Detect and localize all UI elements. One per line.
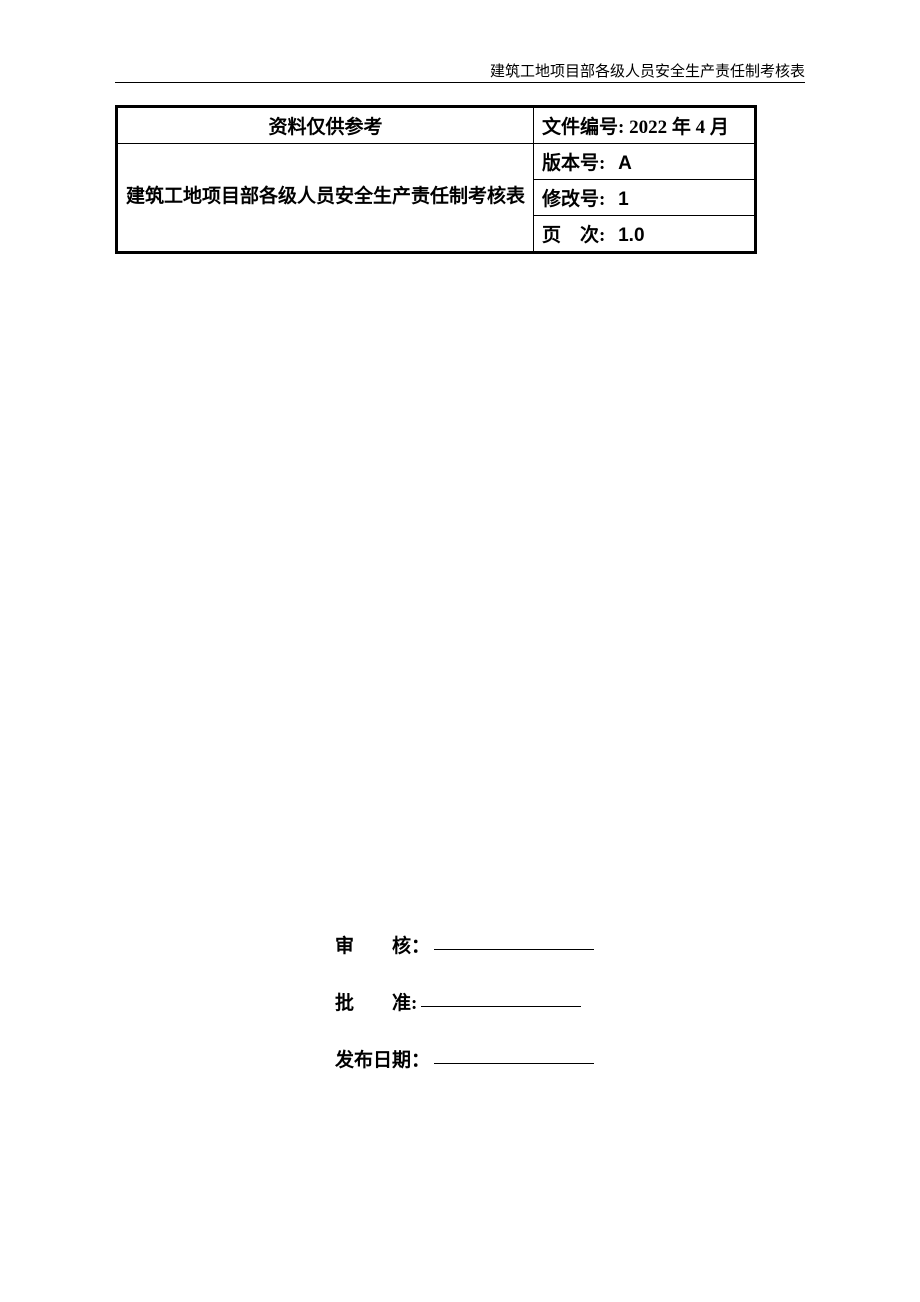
publish-date-label: 发布日期：: [335, 1034, 430, 1087]
page-header-title: 建筑工地项目部各级人员安全生产责任制考核表: [490, 60, 805, 81]
table-row: 资料仅供参考 文件编号: 2022 年 4 月: [117, 107, 756, 144]
revision-value: 1: [618, 189, 629, 211]
revision-cell: 修改号: 1: [534, 180, 756, 216]
version-cell: 版本号: A: [534, 144, 756, 180]
reference-note-cell: 资料仅供参考: [117, 107, 534, 144]
review-line: [434, 949, 594, 950]
revision-label: 修改号:: [542, 184, 605, 211]
review-label: 审 核：: [335, 920, 430, 973]
document-title-cell: 建筑工地项目部各级人员安全生产责任制考核表: [117, 144, 534, 253]
approve-label: 批 准:: [335, 977, 417, 1030]
approve-line: [421, 1006, 581, 1007]
table-row: 建筑工地项目部各级人员安全生产责任制考核表 版本号: A: [117, 144, 756, 180]
file-number-cell: 文件编号: 2022 年 4 月: [534, 107, 756, 144]
version-value: A: [618, 153, 632, 175]
approve-row: 批 准:: [335, 977, 594, 1030]
file-number-label: 文件编号:: [542, 112, 624, 139]
publish-date-line: [434, 1063, 594, 1064]
publish-date-row: 发布日期：: [335, 1034, 594, 1087]
signature-block: 审 核： 批 准: 发布日期：: [335, 920, 594, 1092]
page-seq-label: 页 次:: [542, 220, 605, 247]
page-seq-value: 1.0: [618, 225, 644, 247]
file-number-value: 2022 年 4 月: [629, 117, 729, 138]
page-seq-cell: 页 次: 1.0: [534, 216, 756, 253]
review-row: 审 核：: [335, 920, 594, 973]
document-info-table: 资料仅供参考 文件编号: 2022 年 4 月 建筑工地项目部各级人员安全生产责…: [115, 105, 757, 254]
header-divider: [115, 82, 805, 83]
version-label: 版本号:: [542, 148, 605, 175]
